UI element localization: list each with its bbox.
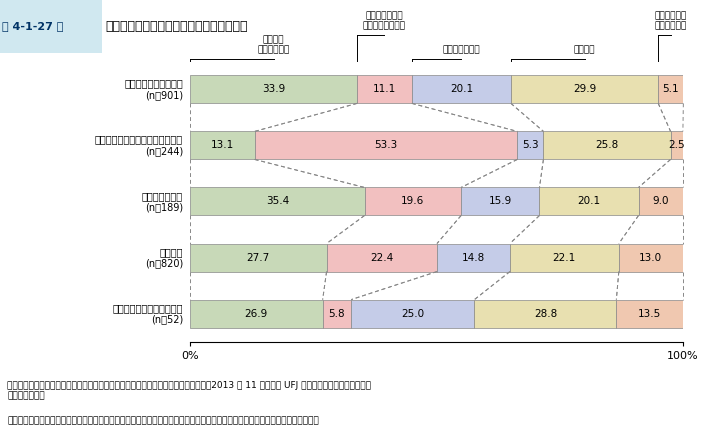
Text: 22.4: 22.4 bbox=[370, 253, 394, 262]
Text: 第 4-1-27 図: 第 4-1-27 図 bbox=[2, 21, 63, 31]
Text: 税・法務関係の中小企業支援機関
(n＝244): 税・法務関係の中小企業支援機関 (n＝244) bbox=[95, 134, 183, 156]
Text: 5.8: 5.8 bbox=[329, 309, 345, 318]
Bar bbox=[365, 187, 461, 215]
Text: 14.8: 14.8 bbox=[462, 253, 485, 262]
Bar bbox=[474, 300, 617, 328]
Text: 商工会・
商工会議所等: 商工会・ 商工会議所等 bbox=[258, 35, 290, 55]
Text: 金融機関
(n＝820): 金融機関 (n＝820) bbox=[145, 247, 183, 268]
Text: 22.1: 22.1 bbox=[553, 253, 576, 262]
Text: 税・法務関係の
中小企業支援機関: 税・法務関係の 中小企業支援機関 bbox=[363, 11, 406, 31]
Bar bbox=[190, 187, 365, 215]
Bar bbox=[255, 131, 517, 159]
Text: 26.9: 26.9 bbox=[245, 309, 268, 318]
Text: 資料：中小企業庁委託「中小企業支援機関の連携状況と施策認知度に関する調査」（2013 年 11 月、三菱 UFJ リサーチ＆コンサルティング
　　　（株））: 資料：中小企業庁委託「中小企業支援機関の連携状況と施策認知度に関する調査」（20… bbox=[7, 381, 371, 400]
Bar bbox=[190, 75, 357, 103]
Text: 19.6: 19.6 bbox=[401, 197, 425, 206]
Text: 20.1: 20.1 bbox=[450, 85, 473, 94]
Text: 5.3: 5.3 bbox=[522, 141, 539, 150]
Bar bbox=[511, 75, 658, 103]
Text: 5.1: 5.1 bbox=[662, 85, 679, 94]
Text: その他の中小企業支援機関
(n＝52): その他の中小企業支援機関 (n＝52) bbox=[113, 303, 183, 325]
Bar bbox=[461, 187, 539, 215]
Text: 27.7: 27.7 bbox=[246, 253, 270, 262]
Text: 9.0: 9.0 bbox=[653, 197, 669, 206]
Text: コンサルタント
(n＝189): コンサルタント (n＝189) bbox=[142, 191, 183, 212]
Bar bbox=[351, 300, 474, 328]
Bar bbox=[327, 244, 437, 272]
Bar bbox=[437, 244, 510, 272]
Bar bbox=[543, 131, 670, 159]
Bar bbox=[617, 300, 683, 328]
FancyBboxPatch shape bbox=[0, 0, 102, 53]
Text: 2.5: 2.5 bbox=[668, 141, 685, 150]
Bar bbox=[670, 131, 683, 159]
Text: 13.1: 13.1 bbox=[210, 141, 234, 150]
Bar bbox=[412, 75, 511, 103]
Bar bbox=[619, 244, 683, 272]
Text: 11.1: 11.1 bbox=[373, 85, 396, 94]
Bar bbox=[639, 187, 683, 215]
Text: 13.5: 13.5 bbox=[638, 309, 661, 318]
Text: 15.9: 15.9 bbox=[489, 197, 512, 206]
Text: その他の中小
企業支援機関: その他の中小 企業支援機関 bbox=[655, 11, 687, 31]
Text: 商工会・商工会議所等
(n＝901): 商工会・商工会議所等 (n＝901) bbox=[125, 78, 183, 100]
Text: 35.4: 35.4 bbox=[265, 197, 289, 206]
Text: 53.3: 53.3 bbox=[375, 141, 398, 150]
Bar bbox=[190, 244, 327, 272]
Bar bbox=[658, 75, 684, 103]
Bar bbox=[517, 131, 543, 159]
Bar bbox=[190, 300, 322, 328]
Text: 28.8: 28.8 bbox=[534, 309, 557, 318]
Text: 25.0: 25.0 bbox=[401, 309, 425, 318]
Text: コンサルタント: コンサルタント bbox=[443, 46, 480, 55]
Text: 20.1: 20.1 bbox=[577, 197, 601, 206]
Bar bbox=[539, 187, 639, 215]
Text: 33.9: 33.9 bbox=[262, 85, 285, 94]
Text: （注）　連携状況の強い中小企業支援機関として１位から３位を回答してもらった中で、１位に回答されたものを集計している。: （注） 連携状況の強い中小企業支援機関として１位から３位を回答してもらった中で、… bbox=[7, 416, 319, 425]
Bar bbox=[357, 75, 412, 103]
Bar bbox=[510, 244, 619, 272]
Text: 25.8: 25.8 bbox=[596, 141, 619, 150]
Text: 13.0: 13.0 bbox=[639, 253, 662, 262]
Text: 最も連携の度合いの強い中小企業支援機関: 最も連携の度合いの強い中小企業支援機関 bbox=[106, 20, 248, 33]
Text: 29.9: 29.9 bbox=[573, 85, 596, 94]
Text: 金融機関: 金融機関 bbox=[574, 46, 596, 55]
Bar bbox=[190, 131, 255, 159]
Bar bbox=[322, 300, 351, 328]
